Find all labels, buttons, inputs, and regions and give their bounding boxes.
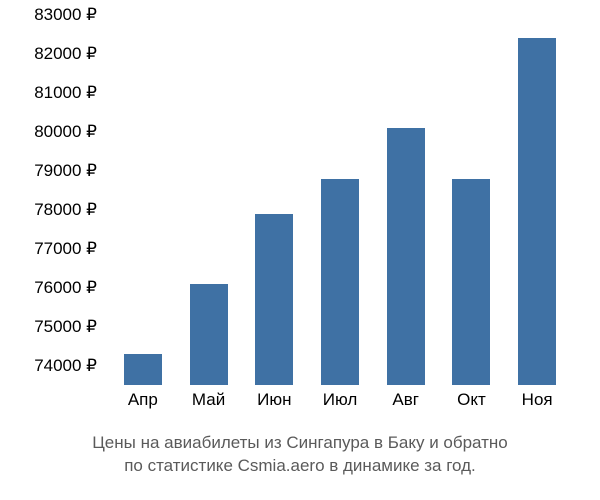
caption-line-2: по статистике Csmia.aero в динамике за г… [124, 456, 476, 475]
x-tick-label: Апр [128, 390, 158, 410]
x-tick-label: Июл [323, 390, 358, 410]
bar [255, 214, 293, 385]
chart-caption: Цены на авиабилеты из Сингапура в Баку и… [0, 432, 600, 478]
y-tick-label: 78000 ₽ [34, 200, 97, 220]
price-chart: 74000 ₽ 75000 ₽ 76000 ₽ 77000 ₽ 78000 ₽ 79000… [0, 0, 600, 500]
bar [321, 179, 359, 385]
bar [387, 128, 425, 385]
caption-line-1: Цены на авиабилеты из Сингапура в Баку и… [92, 433, 508, 452]
bar [124, 354, 162, 385]
x-tick-label: Ноя [522, 390, 553, 410]
y-tick-label: 76000 ₽ [34, 278, 97, 298]
y-tick-label: 80000 ₽ [34, 122, 97, 142]
bar [452, 179, 490, 385]
y-tick-label: 83000 ₽ [34, 5, 97, 25]
y-tick-label: 81000 ₽ [34, 83, 97, 103]
x-axis: Апр Май Июн Июл Авг Окт Ноя [110, 390, 570, 420]
y-tick-label: 82000 ₽ [34, 44, 97, 64]
y-tick-label: 79000 ₽ [34, 161, 97, 181]
bar [518, 38, 556, 385]
y-axis: 74000 ₽ 75000 ₽ 76000 ₽ 77000 ₽ 78000 ₽ 79000… [0, 15, 105, 385]
y-tick-label: 74000 ₽ [34, 356, 97, 376]
y-tick-label: 77000 ₽ [34, 239, 97, 259]
plot-area [110, 15, 570, 385]
x-tick-label: Июн [257, 390, 291, 410]
x-tick-label: Авг [392, 390, 419, 410]
y-tick-label: 75000 ₽ [34, 317, 97, 337]
x-tick-label: Май [192, 390, 225, 410]
bar [190, 284, 228, 385]
x-tick-label: Окт [457, 390, 486, 410]
